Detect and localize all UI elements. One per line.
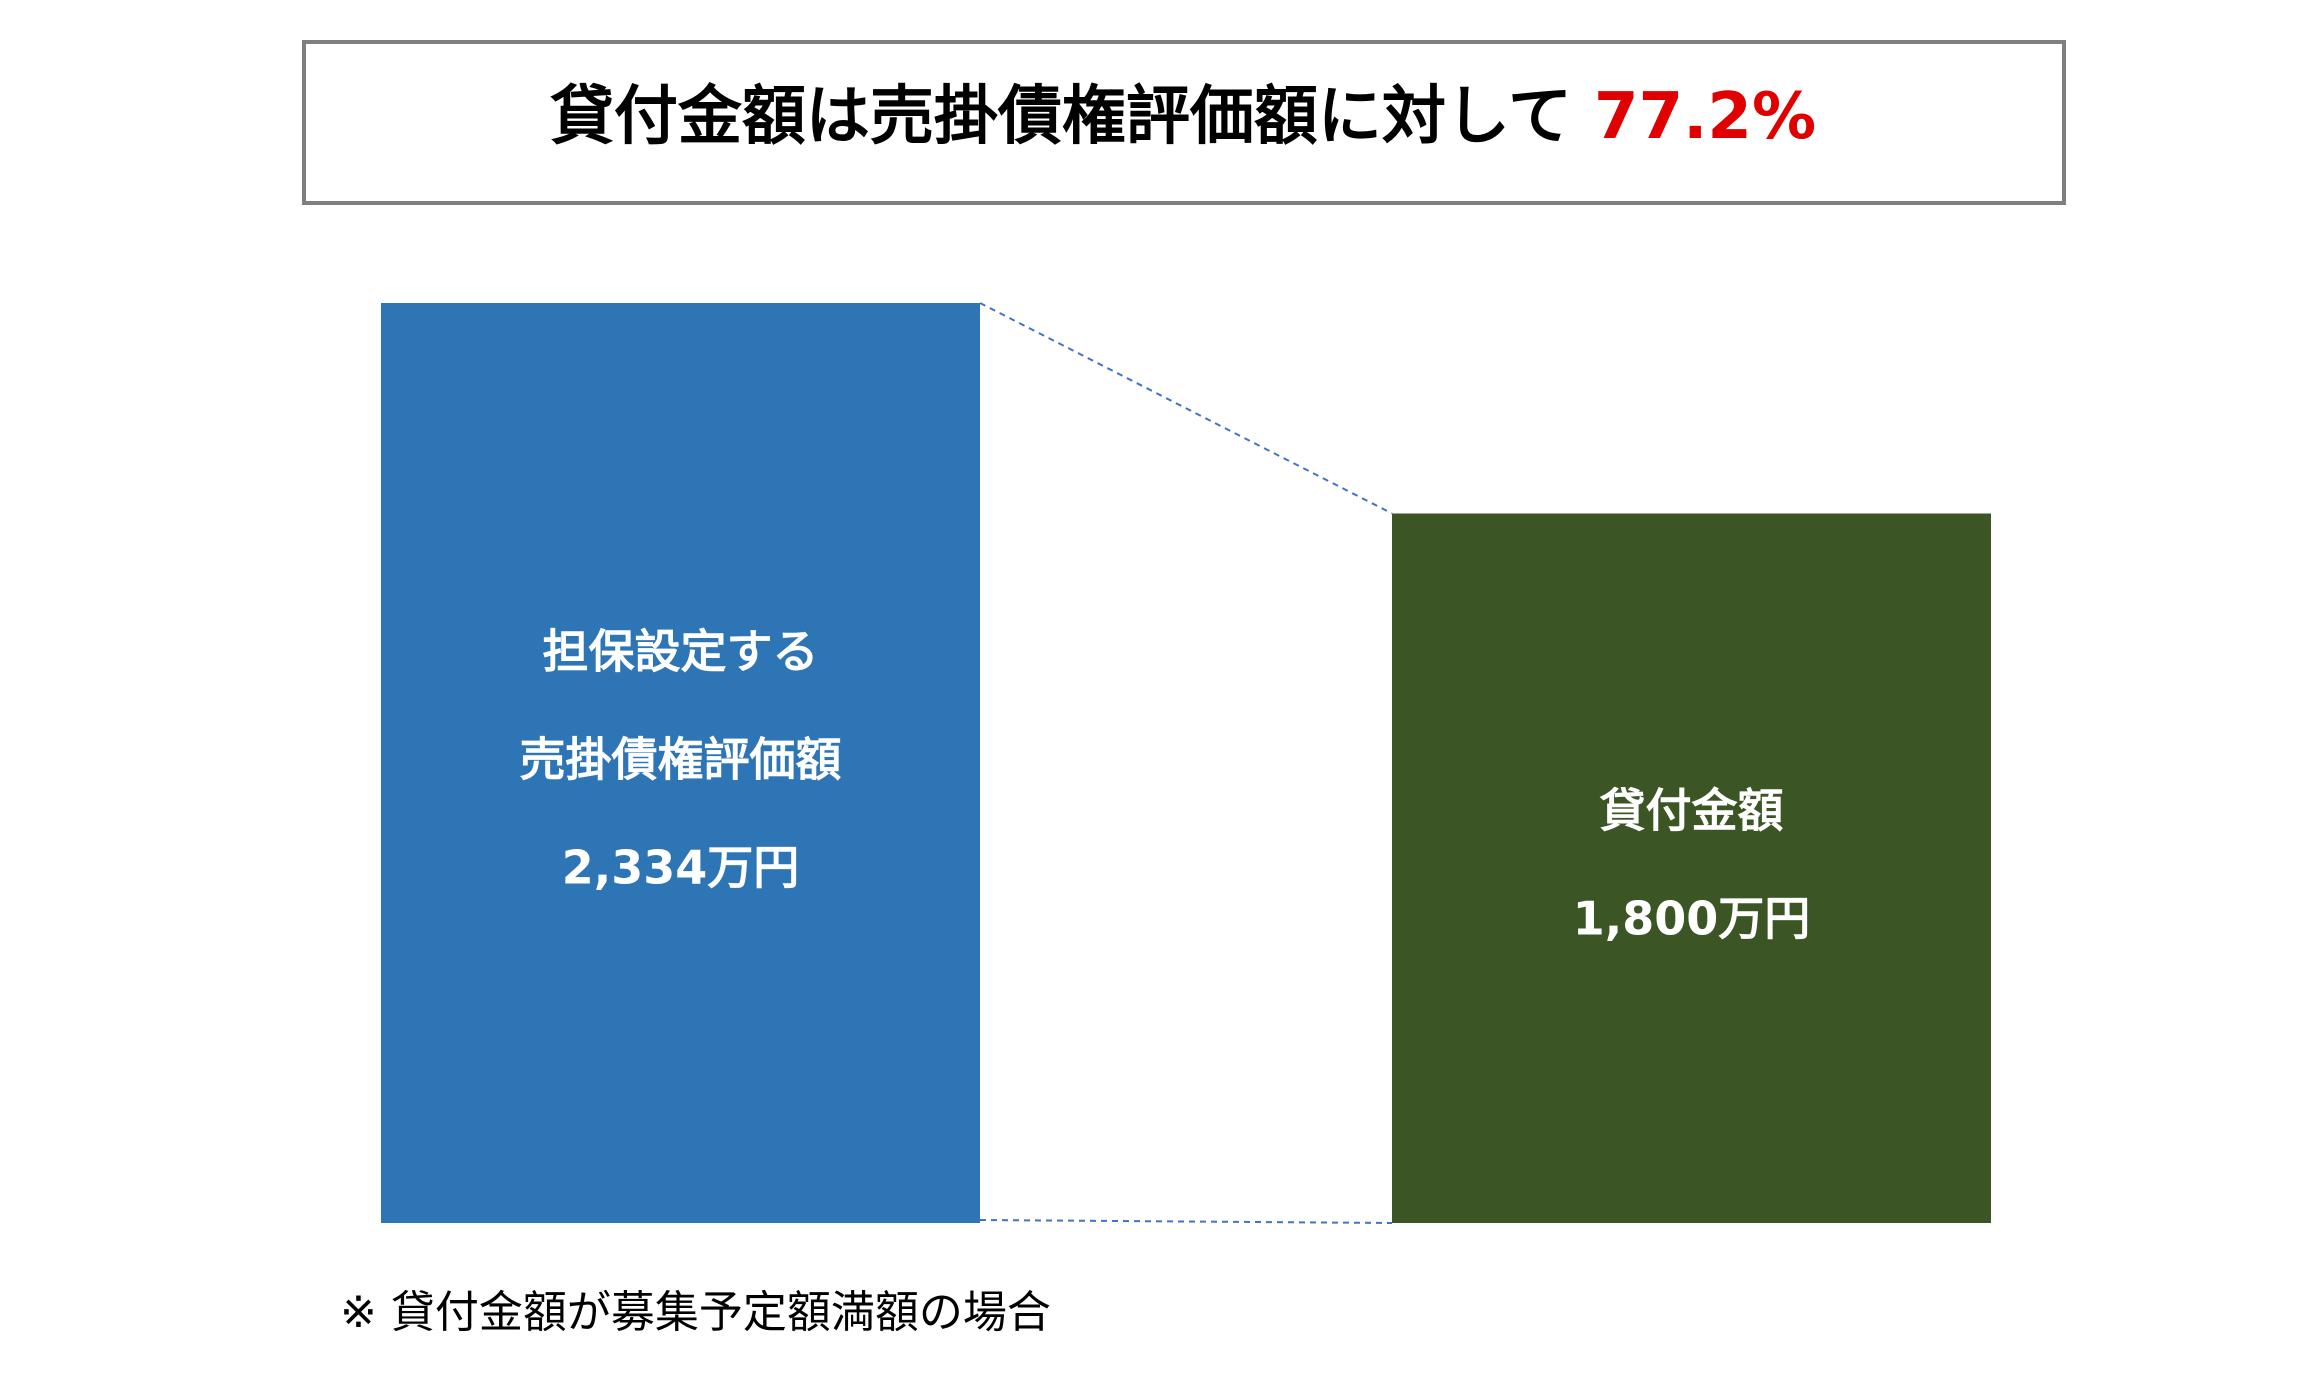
bar-label: 担保設定する <box>543 625 819 679</box>
bar <box>381 303 980 1223</box>
value-label: 1,800万円 <box>1573 892 1811 946</box>
title-box <box>302 40 2066 205</box>
bar <box>1392 513 1991 1223</box>
connector <box>979 1219 1393 1224</box>
title-text: 貸付金額は売掛債権評価額に対して <box>550 80 1572 154</box>
note: ※ 貸付金額が募集予定額満額の場合 <box>340 1287 1051 1338</box>
connector <box>979 302 1393 515</box>
title: 貸付金額は売掛債権評価額に対して 77.2% <box>550 80 1816 154</box>
bar-label: 貸付金額 <box>1600 784 1784 838</box>
bar-label: 売掛債権評価額 <box>520 733 842 787</box>
title-highlight: 77.2% <box>1594 80 1816 154</box>
value-label: 2,334万円 <box>562 841 800 895</box>
